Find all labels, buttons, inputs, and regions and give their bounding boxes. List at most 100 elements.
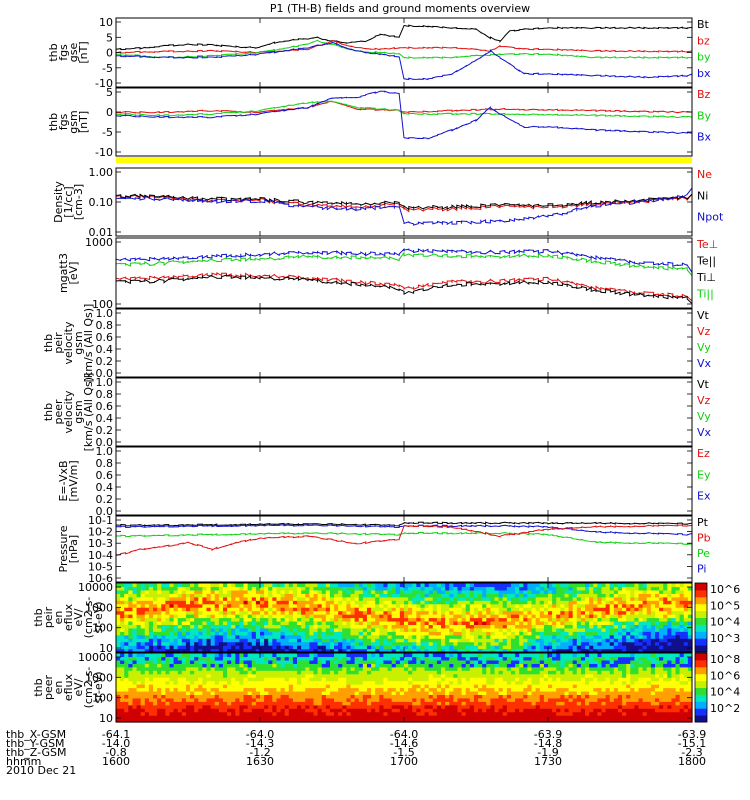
heatmap-cell (650, 596, 656, 601)
heatmap-cell (292, 648, 298, 653)
heatmap-cell (169, 670, 175, 675)
heatmap-cell (523, 645, 529, 650)
heatmap-cell (490, 666, 496, 671)
heatmap-cell (161, 617, 166, 622)
heatmap-cell (609, 603, 615, 608)
heatmap-cell (548, 634, 553, 639)
heatmap-cell (132, 631, 138, 636)
heatmap-cell (128, 677, 134, 682)
heatmap-cell (449, 718, 454, 723)
heatmap-cell (642, 600, 648, 605)
heatmap-cell (144, 711, 150, 716)
heatmap-cell (683, 583, 689, 588)
heatmap-cell (169, 701, 175, 706)
heatmap-cell (313, 659, 319, 664)
heatmap-cell (260, 641, 265, 646)
heatmap-cell (469, 656, 475, 661)
heatmap-cell (539, 583, 545, 588)
heatmap-cell (531, 648, 537, 653)
heatmap-cell (321, 684, 327, 689)
heatmap-cell (605, 648, 611, 653)
heatmap-cell (622, 627, 627, 632)
heatmap-cell (124, 704, 129, 709)
heatmap-cell (301, 708, 306, 713)
heatmap-cell (453, 701, 459, 706)
heatmap-cell (395, 620, 401, 625)
heatmap-cell (580, 610, 586, 615)
heatmap-cell (153, 694, 158, 699)
heatmap-cell (309, 624, 315, 629)
heatmap-cell (313, 684, 319, 689)
heatmap-cell (399, 656, 405, 661)
heatmap-cell (227, 631, 232, 636)
heatmap-cell (218, 680, 224, 685)
heatmap-cell (251, 687, 257, 692)
heatmap-cell (161, 718, 166, 723)
heatmap-cell (334, 634, 339, 639)
heatmap-cell (301, 715, 306, 720)
heatmap-cell (531, 614, 537, 619)
heatmap-cell (350, 631, 356, 636)
heatmap-cell (260, 659, 265, 664)
heatmap-cell (589, 645, 594, 650)
heatmap-cell (580, 648, 586, 653)
heatmap-cell (346, 617, 352, 622)
heatmap-cell (227, 690, 232, 695)
heatmap-cell (626, 624, 631, 629)
heatmap-cell (675, 593, 681, 598)
heatmap-cell (297, 697, 302, 702)
heatmap-cell (305, 718, 310, 723)
heatmap-cell (478, 653, 483, 658)
heatmap-cell (502, 620, 508, 625)
heatmap-cell (622, 583, 627, 588)
heatmap-cell (399, 624, 405, 629)
heatmap-cell (173, 711, 179, 716)
heatmap-cell (132, 697, 138, 702)
heatmap-cell (531, 603, 537, 608)
heatmap-cell (391, 711, 397, 716)
heatmap-cell (169, 718, 175, 723)
heatmap-cell (157, 596, 162, 601)
heatmap-cell (366, 715, 372, 720)
heatmap-cell (313, 697, 319, 702)
heatmap-cell (642, 627, 648, 632)
heatmap-cell (202, 641, 208, 646)
heatmap-cell (441, 648, 446, 653)
heatmap-cell (272, 641, 278, 646)
heatmap-cell (325, 687, 331, 692)
heatmap-cell (218, 656, 224, 661)
heatmap-cell (169, 596, 175, 601)
heatmap-cell (280, 627, 286, 632)
heatmap-cell (190, 600, 195, 605)
heatmap-cell (227, 670, 232, 675)
heatmap-cell (153, 583, 158, 588)
heatmap-cell (391, 631, 397, 636)
heatmap-cell (366, 680, 372, 685)
heatmap-cell (173, 586, 179, 591)
heatmap-cell (116, 701, 121, 706)
legend-entry: Npot (697, 211, 724, 224)
heatmap-cell (515, 645, 520, 650)
heatmap-cell (264, 593, 269, 598)
heatmap-cell (338, 684, 343, 689)
heatmap-cell (292, 645, 298, 650)
heatmap-cell (371, 708, 376, 713)
legend-entry: Te⊥ (696, 238, 718, 251)
colorbar-segment (695, 596, 707, 605)
heatmap-cell (218, 694, 224, 699)
heatmap-cell (523, 593, 529, 598)
heatmap-cell (510, 596, 516, 601)
heatmap-cell (202, 627, 208, 632)
heatmap-cell (255, 718, 261, 723)
heatmap-cell (161, 708, 166, 713)
heatmap-cell (457, 593, 463, 598)
heatmap-cell (210, 596, 216, 601)
heatmap-cell (646, 593, 652, 598)
heatmap-cell (136, 653, 142, 658)
legend-entry: Vy (697, 341, 711, 354)
heatmap-cell (399, 684, 405, 689)
heatmap-cell (116, 596, 121, 601)
heatmap-cell (305, 690, 310, 695)
heatmap-cell (589, 600, 594, 605)
heatmap-cell (605, 603, 611, 608)
